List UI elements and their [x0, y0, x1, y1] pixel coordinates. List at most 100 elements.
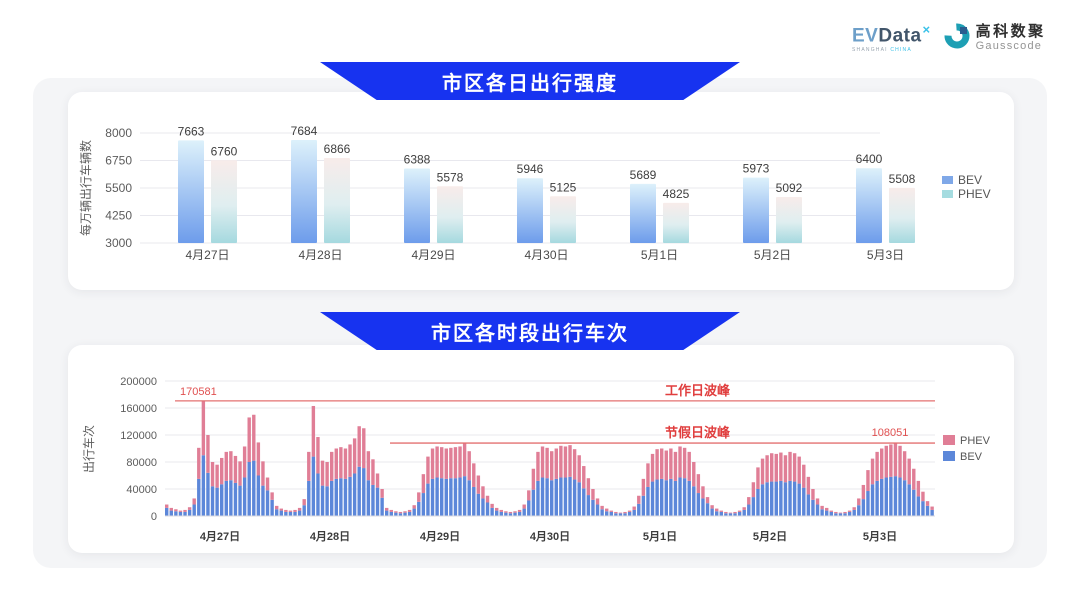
phev-hour-bar[interactable]: [407, 509, 412, 512]
bev-hour-bar[interactable]: [462, 476, 467, 516]
bev-hour-bar[interactable]: [811, 499, 815, 516]
phev-hour-bar[interactable]: [880, 448, 884, 479]
phev-hour-bar[interactable]: [508, 511, 513, 514]
phev-hour-bar[interactable]: [843, 511, 847, 514]
phev-hour-bar[interactable]: [770, 453, 774, 482]
phev-hour-bar[interactable]: [495, 507, 499, 511]
phev-hour-bar[interactable]: [550, 451, 554, 481]
bev-hour-bar[interactable]: [733, 513, 737, 516]
phev-hour-bar[interactable]: [724, 511, 728, 514]
bev-hour-bar[interactable]: [435, 477, 439, 516]
bev-hour-bar[interactable]: [398, 513, 403, 516]
phev-hour-bar[interactable]: [288, 510, 293, 512]
phev-hour-bar[interactable]: [678, 446, 682, 478]
bev-hour-bar[interactable]: [774, 481, 778, 516]
phev-hour-bar[interactable]: [692, 462, 696, 487]
phev-hour-bar[interactable]: [440, 447, 444, 479]
phev-hour-bar[interactable]: [201, 400, 206, 456]
phev-hour-bar[interactable]: [797, 456, 801, 484]
bev-hour-bar[interactable]: [201, 455, 206, 516]
bev-hour-bar[interactable]: [618, 513, 623, 516]
bev-hour-bar[interactable]: [197, 478, 201, 516]
bev-hour-bar[interactable]: [760, 484, 765, 516]
phev-hour-bar[interactable]: [664, 450, 668, 481]
bev-hour-bar[interactable]: [412, 508, 416, 516]
phev-hour-bar[interactable]: [270, 492, 274, 500]
phev-hour-bar[interactable]: [187, 507, 192, 510]
phev-hour-bar[interactable]: [563, 446, 568, 478]
phev-hour-bar[interactable]: [444, 448, 448, 479]
bev-hour-bar[interactable]: [348, 476, 352, 516]
bev-bar[interactable]: [856, 168, 882, 243]
bev-hour-bar[interactable]: [678, 477, 682, 516]
phev-hour-bar[interactable]: [765, 455, 769, 483]
bev-hour-bar[interactable]: [572, 479, 577, 516]
bev-hour-bar[interactable]: [637, 503, 641, 516]
phev-hour-bar[interactable]: [820, 505, 824, 510]
phev-hour-bar[interactable]: [517, 509, 522, 512]
bev-hour-bar[interactable]: [330, 480, 334, 516]
phev-hour-bar[interactable]: [536, 451, 540, 481]
phev-hour-bar[interactable]: [898, 445, 902, 478]
phev-hour-bar[interactable]: [233, 455, 238, 483]
bev-hour-bar[interactable]: [325, 486, 329, 516]
phev-hour-bar[interactable]: [247, 417, 251, 462]
bev-hour-bar[interactable]: [375, 487, 380, 516]
bev-hour-bar[interactable]: [875, 480, 879, 516]
phev-hour-bar[interactable]: [774, 453, 778, 482]
bev-hour-bar[interactable]: [921, 501, 925, 516]
phev-bar[interactable]: [437, 186, 463, 243]
bev-hour-bar[interactable]: [357, 466, 361, 516]
bev-hour-bar[interactable]: [380, 497, 384, 516]
phev-hour-bar[interactable]: [893, 443, 898, 477]
phev-hour-bar[interactable]: [453, 447, 458, 479]
bev-hour-bar[interactable]: [476, 493, 481, 516]
bev-hour-bar[interactable]: [925, 505, 930, 516]
bev-hour-bar[interactable]: [472, 486, 476, 516]
phev-hour-bar[interactable]: [701, 486, 705, 499]
bev-hour-bar[interactable]: [600, 509, 604, 516]
phev-hour-bar[interactable]: [256, 442, 261, 476]
bev-hour-bar[interactable]: [682, 478, 687, 516]
phev-hour-bar[interactable]: [174, 509, 178, 512]
bev-hour-bar[interactable]: [834, 513, 838, 516]
bev-hour-bar[interactable]: [316, 473, 320, 516]
bev-hour-bar[interactable]: [779, 480, 783, 516]
bev-hour-bar[interactable]: [550, 480, 554, 516]
bev-hour-bar[interactable]: [930, 509, 934, 516]
phev-hour-bar[interactable]: [673, 451, 678, 481]
bev-hour-bar[interactable]: [857, 505, 861, 516]
legend-phev-swatch[interactable]: [942, 190, 953, 198]
legend-phev-swatch[interactable]: [943, 435, 955, 445]
bev-hour-bar[interactable]: [297, 510, 302, 516]
phev-hour-bar[interactable]: [747, 497, 751, 505]
phev-hour-bar[interactable]: [540, 446, 545, 478]
bev-hour-bar[interactable]: [687, 480, 691, 516]
phev-hour-bar[interactable]: [458, 446, 462, 478]
phev-hour-bar[interactable]: [403, 511, 407, 513]
phev-hour-bar[interactable]: [545, 447, 549, 479]
phev-hour-bar[interactable]: [792, 453, 797, 482]
bev-hour-bar[interactable]: [912, 489, 916, 516]
phev-bar[interactable]: [211, 160, 237, 243]
phev-hour-bar[interactable]: [554, 448, 558, 479]
bev-hour-bar[interactable]: [563, 477, 568, 516]
bev-hour-bar[interactable]: [605, 511, 609, 516]
phev-hour-bar[interactable]: [715, 508, 719, 512]
phev-hour-bar[interactable]: [751, 482, 756, 498]
bev-hour-bar[interactable]: [252, 460, 256, 516]
phev-hour-bar[interactable]: [527, 490, 531, 501]
bev-hour-bar[interactable]: [407, 511, 412, 516]
bev-hour-bar[interactable]: [742, 509, 746, 516]
phev-hour-bar[interactable]: [815, 498, 820, 505]
phev-hour-bar[interactable]: [462, 443, 467, 477]
phev-hour-bar[interactable]: [779, 452, 783, 481]
bev-hour-bar[interactable]: [737, 511, 742, 516]
bev-hour-bar[interactable]: [481, 498, 485, 516]
phev-hour-bar[interactable]: [907, 458, 911, 485]
phev-hour-bar[interactable]: [334, 448, 338, 479]
phev-hour-bar[interactable]: [357, 426, 361, 467]
legend-bev-label[interactable]: BEV: [958, 173, 982, 187]
bev-hour-bar[interactable]: [165, 507, 169, 516]
phev-hour-bar[interactable]: [687, 451, 691, 481]
